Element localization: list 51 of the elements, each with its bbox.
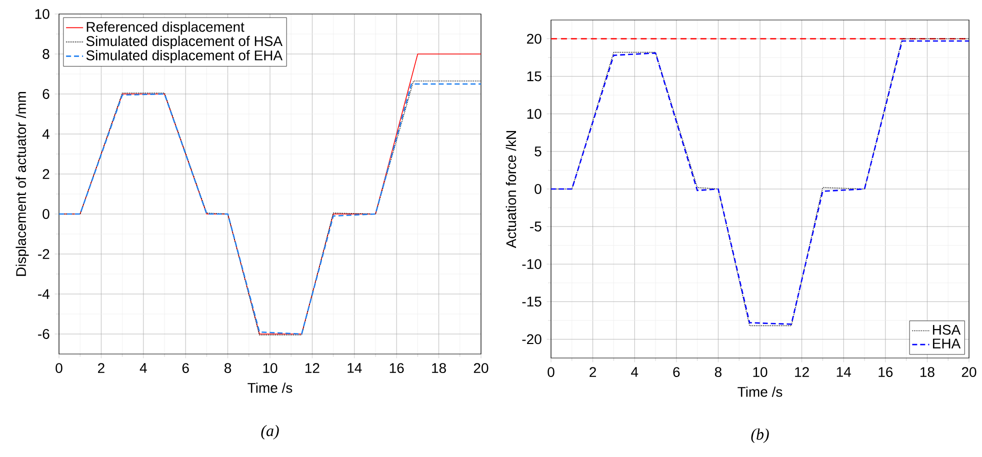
y-tick-label: 0: [534, 184, 542, 194]
y-tick-label: -20: [522, 334, 542, 344]
x-tick-label: 14: [348, 363, 362, 373]
x-tick-label: 14: [836, 367, 851, 377]
x-tick-label: 8: [714, 367, 722, 378]
legend-label: EHA: [933, 338, 961, 348]
y-tick-label: 10: [527, 108, 542, 119]
y-tick-label: -5: [530, 222, 542, 232]
y-tick-label: -6: [38, 329, 50, 339]
x-tick-label: 0: [56, 363, 62, 374]
y-tick-label: -2: [38, 249, 50, 259]
x-axis-title: Time /s: [248, 382, 292, 393]
x-tick-label: 12: [305, 363, 320, 373]
text: (b): [751, 428, 769, 443]
y-tick-label: -15: [522, 296, 542, 307]
text: (a): [261, 424, 279, 440]
x-tick-label: 6: [673, 367, 680, 378]
x-tick-label: 18: [920, 367, 934, 378]
x-tick-label: 16: [878, 367, 893, 378]
x-tick-label: 2: [590, 367, 596, 377]
x-tick-label: 16: [390, 363, 404, 374]
x-tick-label: 10: [753, 367, 768, 378]
x-tick-label: 0: [548, 367, 554, 378]
x-tick-label: 8: [224, 363, 232, 374]
y-tick-label: 8: [42, 49, 50, 59]
x-tick-label: 10: [263, 363, 278, 374]
y-tick-label: 20: [527, 34, 542, 44]
y-tick-label: -10: [522, 259, 542, 270]
legend-label: HSA: [933, 324, 961, 335]
legend-label: Referenced displacement: [86, 22, 244, 35]
y-tick-label: 15: [527, 71, 542, 82]
y-tick-label: -4: [38, 289, 50, 299]
legend-label: Simulated displacement of EHA: [86, 50, 283, 64]
x-tick-label: 20: [962, 367, 976, 378]
y-tick-label: 2: [42, 169, 50, 179]
x-tick-label: 12: [795, 367, 809, 377]
legend-label: Simulated displacement of HSA: [86, 36, 283, 49]
y-tick-label: 6: [42, 89, 50, 99]
y-tick-label: 4: [42, 129, 50, 139]
y-tick-label: 0: [42, 209, 50, 219]
x-tick-label: 6: [182, 363, 189, 374]
x-axis-title: Time /s: [738, 386, 782, 397]
y-tick-label: 5: [534, 146, 542, 156]
y-axis-title: Displacement of actuator /mm: [16, 92, 29, 276]
x-tick-label: 20: [474, 363, 488, 374]
y-tick-label: 10: [35, 9, 50, 19]
y-axis-title: Actuation force /kN: [506, 131, 516, 248]
x-tick-label: 4: [631, 367, 638, 377]
x-tick-label: 2: [98, 363, 104, 373]
x-tick-label: 4: [140, 363, 147, 373]
x-tick-label: 18: [432, 363, 446, 374]
